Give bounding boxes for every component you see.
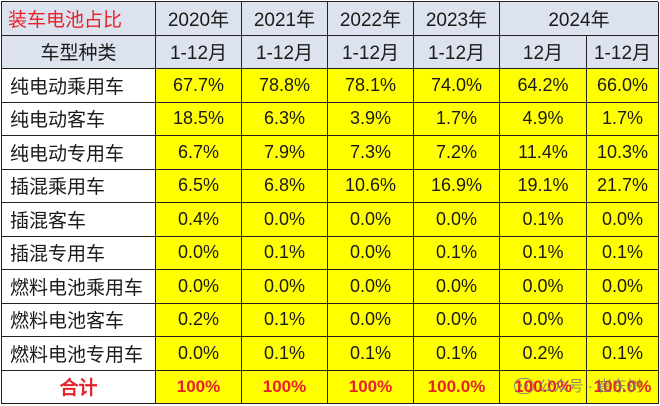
- share-cell: 0.0%: [328, 203, 414, 237]
- share-cell: 0.0%: [156, 236, 242, 270]
- share-cell: 0.0%: [500, 303, 587, 337]
- row-label: 燃料电池客车: [2, 303, 156, 337]
- share-cell: 0.4%: [156, 203, 242, 237]
- share-cell: 0.0%: [587, 270, 659, 304]
- total-cell: 100%: [156, 370, 242, 404]
- share-cell: 0.0%: [242, 203, 328, 237]
- share-cell: 18.5%: [156, 102, 242, 136]
- share-cell: 1.7%: [414, 102, 500, 136]
- share-cell: 6.3%: [242, 102, 328, 136]
- share-cell: 0.0%: [414, 303, 500, 337]
- row-label: 插混乘用车: [2, 169, 156, 203]
- share-cell: 6.8%: [242, 169, 328, 203]
- share-cell: 0.1%: [587, 236, 659, 270]
- row-label: 插混客车: [2, 203, 156, 237]
- period-header: 1-12月: [328, 35, 414, 69]
- share-cell: 0.0%: [328, 303, 414, 337]
- share-cell: 0.0%: [328, 270, 414, 304]
- total-cell: 100.0%: [587, 370, 659, 404]
- share-cell: 0.0%: [587, 303, 659, 337]
- share-cell: 0.1%: [587, 337, 659, 371]
- share-cell: 0.0%: [242, 270, 328, 304]
- share-cell: 0.0%: [500, 270, 587, 304]
- share-cell: 78.8%: [242, 69, 328, 103]
- share-cell: 0.1%: [242, 337, 328, 371]
- period-header: 1-12月: [414, 35, 500, 69]
- share-cell: 0.1%: [242, 303, 328, 337]
- year-header-2022: 2022年: [328, 2, 414, 36]
- share-cell: 0.0%: [414, 203, 500, 237]
- share-cell: 78.1%: [328, 69, 414, 103]
- share-cell: 0.1%: [500, 203, 587, 237]
- vehicle-type-header: 车型种类: [2, 35, 156, 69]
- row-label: 燃料电池专用车: [2, 337, 156, 371]
- share-cell: 0.1%: [414, 236, 500, 270]
- total-cell: 100.0%: [500, 370, 587, 404]
- period-header: 1-12月: [242, 35, 328, 69]
- row-label: 纯电动专用车: [2, 136, 156, 170]
- share-cell: 0.1%: [414, 337, 500, 371]
- share-cell: 1.7%: [587, 102, 659, 136]
- share-cell: 0.0%: [328, 236, 414, 270]
- share-cell: 4.9%: [500, 102, 587, 136]
- year-header-2020: 2020年: [156, 2, 242, 36]
- share-cell: 0.0%: [156, 270, 242, 304]
- share-cell: 0.0%: [587, 203, 659, 237]
- share-cell: 0.1%: [242, 236, 328, 270]
- share-cell: 6.7%: [156, 136, 242, 170]
- share-cell: 10.6%: [328, 169, 414, 203]
- period-header: 12月: [500, 35, 587, 69]
- year-header-2023: 2023年: [414, 2, 500, 36]
- total-cell: 100.0%: [414, 370, 500, 404]
- row-label: 燃料电池乘用车: [2, 270, 156, 304]
- share-cell: 0.0%: [156, 337, 242, 371]
- share-cell: 21.7%: [587, 169, 659, 203]
- share-cell: 74.0%: [414, 69, 500, 103]
- share-cell: 66.0%: [587, 69, 659, 103]
- share-cell: 3.9%: [328, 102, 414, 136]
- share-cell: 19.1%: [500, 169, 587, 203]
- share-cell: 7.3%: [328, 136, 414, 170]
- share-cell: 0.2%: [156, 303, 242, 337]
- row-label: 纯电动乘用车: [2, 69, 156, 103]
- share-cell: 64.2%: [500, 69, 587, 103]
- share-cell: 6.5%: [156, 169, 242, 203]
- row-label: 纯电动客车: [2, 102, 156, 136]
- share-cell: 7.9%: [242, 136, 328, 170]
- total-label: 合计: [2, 370, 156, 404]
- row-label: 插混专用车: [2, 236, 156, 270]
- period-header: 1-12月: [156, 35, 242, 69]
- share-cell: 16.9%: [414, 169, 500, 203]
- share-cell: 0.1%: [500, 236, 587, 270]
- share-cell: 7.2%: [414, 136, 500, 170]
- share-cell: 0.0%: [414, 270, 500, 304]
- share-cell: 11.4%: [500, 136, 587, 170]
- share-cell: 10.3%: [587, 136, 659, 170]
- year-header-2021: 2021年: [242, 2, 328, 36]
- total-cell: 100%: [328, 370, 414, 404]
- share-cell: 67.7%: [156, 69, 242, 103]
- share-cell: 0.2%: [500, 337, 587, 371]
- table-title: 装车电池占比: [2, 2, 156, 36]
- year-header-2024: 2024年: [500, 2, 659, 36]
- share-cell: 0.1%: [328, 337, 414, 371]
- total-cell: 100%: [242, 370, 328, 404]
- period-header: 1-12月: [587, 35, 659, 69]
